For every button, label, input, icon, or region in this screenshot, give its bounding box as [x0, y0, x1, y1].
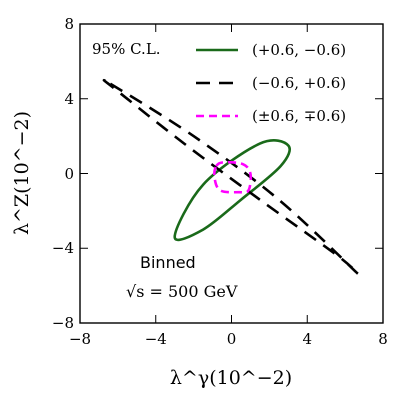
- x-ticks: [79, 24, 384, 323]
- legend: (+0.6, −0.6) (−0.6, +0.6) (±0.6, ∓0.6): [196, 41, 346, 125]
- x-axis-label: λ^γ(10^−2): [170, 367, 292, 389]
- legend-title: 95% C.L.: [92, 40, 161, 58]
- y-ticks: [80, 98, 383, 249]
- y-tick-label: 0: [64, 165, 74, 183]
- legend-entry-label: (±0.6, ∓0.6): [252, 107, 346, 125]
- y-tick-label: 4: [64, 90, 74, 108]
- series-green-solid: [173, 139, 291, 242]
- x-tick-label: 0: [227, 330, 237, 348]
- y-axis-label: λ^Z(10^−2): [11, 111, 33, 235]
- y-tick-label: −8: [52, 314, 74, 332]
- legend-entry-label: (−0.6, +0.6): [252, 74, 346, 92]
- x-tick-label: 4: [302, 330, 312, 348]
- x-tick-label: −4: [145, 330, 167, 348]
- y-tick-label: 8: [64, 15, 74, 33]
- annotation-energy: √s = 500 GeV: [126, 282, 238, 301]
- legend-entry-label: (+0.6, −0.6): [252, 41, 346, 59]
- x-tick-label: −8: [69, 330, 91, 348]
- data-curves: [102, 78, 360, 276]
- annotation-binned: Binned: [140, 253, 196, 272]
- series-magenta-dashed: [212, 160, 253, 194]
- series-black-dashed: [102, 78, 360, 276]
- x-tick-label: 8: [378, 330, 388, 348]
- y-tick-label: −4: [52, 239, 74, 257]
